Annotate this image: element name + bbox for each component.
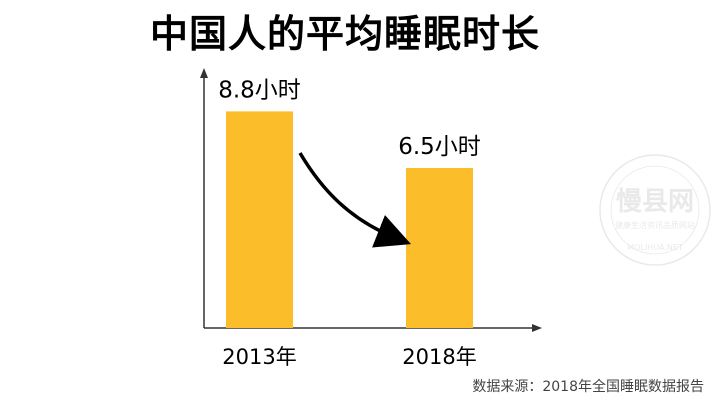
bar-1 <box>406 168 473 328</box>
svg-text:健康生活资讯品质网站: 健康生活资讯品质网站 <box>615 220 695 230</box>
svg-text:MOLIHUA.NET: MOLIHUA.NET <box>627 243 683 252</box>
y-axis-arrow <box>200 68 208 78</box>
decline-arrow <box>298 152 412 248</box>
value-label-1: 6.5小时 <box>398 134 481 160</box>
value-label-0: 8.8小时 <box>218 77 301 103</box>
svg-text:慢县网: 慢县网 <box>616 187 694 217</box>
x-axis-arrow <box>532 324 542 332</box>
bar-0 <box>226 111 293 328</box>
category-label-1: 2018年 <box>402 345 476 369</box>
watermark-seal: 慢县网 健康生活资讯品质网站 MOLIHUA.NET <box>599 154 711 266</box>
chart-title: 中国人的平均睡眠时长 <box>150 12 541 56</box>
category-label-0: 2013年 <box>222 345 296 369</box>
data-source-note: 数据来源：2018年全国睡眠数据报告 <box>472 379 704 395</box>
